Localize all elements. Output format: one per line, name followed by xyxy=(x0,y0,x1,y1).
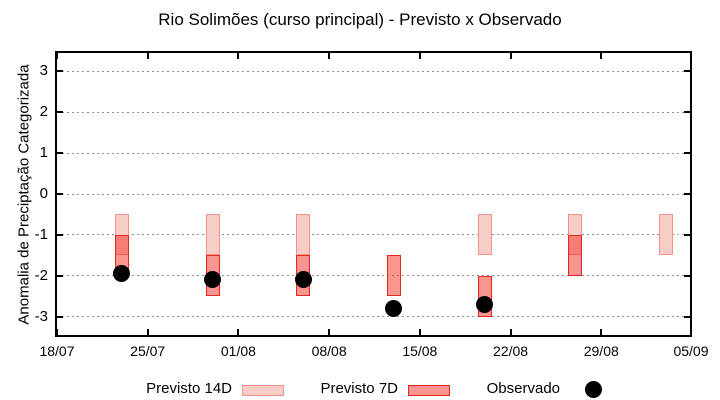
y-tick-left xyxy=(55,233,63,236)
x-tick-bottom xyxy=(328,329,331,337)
y-tick-label: 0 xyxy=(39,185,48,202)
x-tick-top xyxy=(600,51,603,59)
previsto-14d-bar xyxy=(477,214,492,256)
gridline xyxy=(57,70,690,72)
y-tick-right xyxy=(684,152,692,155)
y-tick-left xyxy=(55,274,63,277)
previsto-14d-bar xyxy=(659,214,674,256)
y-tick-label: -1 xyxy=(34,225,48,243)
legend-label-observado: Observado xyxy=(486,380,560,397)
legend-swatch-previsto-7d-icon xyxy=(408,385,450,396)
y-tick-left xyxy=(55,111,63,114)
observado-point xyxy=(294,271,312,289)
legend-label-previsto-14d: Previsto 14D xyxy=(146,380,232,397)
legend-label-previsto-7d: Previsto 7D xyxy=(320,380,398,397)
x-tick-top xyxy=(56,51,58,59)
observado-point xyxy=(204,271,221,289)
x-tick-bottom xyxy=(56,329,58,337)
y-tick-label: 2 xyxy=(39,103,48,121)
x-tick-label: 15/08 xyxy=(402,343,438,359)
x-tick-label: 18/07 xyxy=(39,343,75,359)
y-tick-right xyxy=(684,315,692,318)
previsto-7d-bar xyxy=(568,234,583,276)
y-tick-left xyxy=(55,193,63,195)
x-tick-label: 01/08 xyxy=(220,343,256,359)
x-tick-bottom xyxy=(418,329,421,337)
x-tick-label: 29/08 xyxy=(583,343,619,359)
x-tick-label: 22/08 xyxy=(493,343,529,359)
x-tick-top xyxy=(237,51,240,59)
x-tick-bottom xyxy=(600,329,603,337)
x-tick-label: 08/08 xyxy=(311,343,347,359)
y-tick-label: 3 xyxy=(39,62,48,80)
x-tick-label: 25/07 xyxy=(130,343,166,359)
y-tick-left xyxy=(55,152,63,155)
observado-point xyxy=(385,299,403,317)
y-tick-right xyxy=(684,111,692,114)
y-tick-right xyxy=(684,193,692,195)
observado-point xyxy=(476,295,494,313)
y-tick-label: -2 xyxy=(34,266,48,284)
x-tick-bottom xyxy=(509,329,512,337)
legend-swatch-observado-icon xyxy=(585,381,602,398)
gridline xyxy=(57,275,690,277)
y-tick-left xyxy=(55,315,63,318)
x-tick-bottom xyxy=(237,329,240,337)
x-tick-top xyxy=(509,51,512,59)
x-tick-top xyxy=(690,51,692,59)
previsto-14d-bar xyxy=(205,214,220,256)
x-tick-label: 05/09 xyxy=(673,343,709,359)
y-tick-label: 1 xyxy=(39,144,48,162)
x-tick-top xyxy=(328,51,331,59)
gridline xyxy=(57,152,690,154)
legend-swatch-previsto-14d-icon xyxy=(242,385,284,396)
previsto-14d-bar xyxy=(296,214,311,256)
x-tick-bottom xyxy=(146,329,149,337)
gridline xyxy=(57,234,690,236)
x-tick-top xyxy=(418,51,421,59)
x-tick-top xyxy=(146,51,149,59)
gridline xyxy=(57,111,690,113)
y-tick-right xyxy=(684,233,692,236)
previsto-7d-bar xyxy=(386,255,401,297)
x-tick-bottom xyxy=(690,329,692,337)
y-tick-right xyxy=(684,274,692,277)
y-tick-left xyxy=(55,70,63,73)
y-tick-label: -3 xyxy=(34,307,48,325)
observado-point xyxy=(113,265,131,283)
gridline xyxy=(57,193,690,195)
y-tick-right xyxy=(684,70,692,73)
chart-title: Rio Solimões (curso principal) - Previst… xyxy=(158,10,562,29)
gridline xyxy=(57,316,690,318)
